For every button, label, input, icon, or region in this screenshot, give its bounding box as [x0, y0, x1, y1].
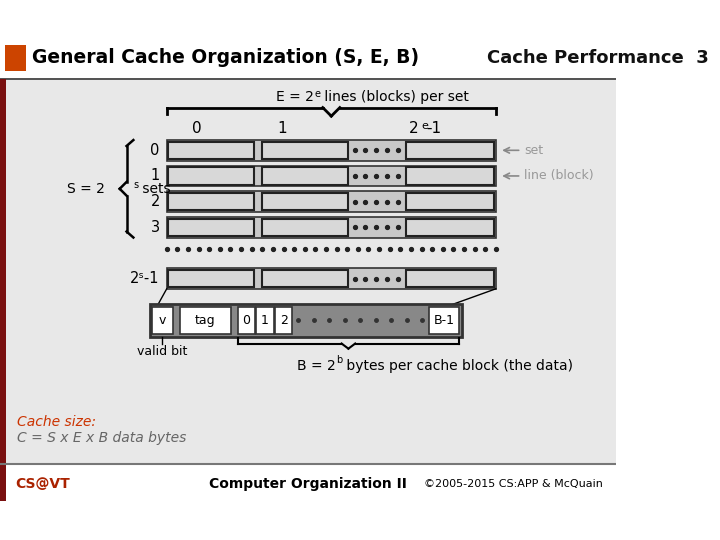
FancyBboxPatch shape — [167, 217, 496, 238]
FancyBboxPatch shape — [150, 304, 462, 336]
Text: Cache Performance  3: Cache Performance 3 — [487, 49, 709, 67]
FancyBboxPatch shape — [167, 140, 496, 160]
FancyBboxPatch shape — [168, 270, 254, 287]
Text: set: set — [524, 144, 543, 157]
FancyBboxPatch shape — [406, 270, 494, 287]
Text: B-1: B-1 — [433, 314, 454, 327]
Text: 0: 0 — [242, 314, 251, 327]
Text: CS@VT: CS@VT — [15, 477, 70, 491]
FancyBboxPatch shape — [263, 219, 348, 236]
FancyBboxPatch shape — [167, 191, 496, 212]
FancyBboxPatch shape — [0, 39, 616, 78]
FancyBboxPatch shape — [406, 167, 494, 185]
Text: 2: 2 — [280, 314, 288, 327]
Text: C = S x E x B data bytes: C = S x E x B data bytes — [17, 431, 186, 445]
FancyBboxPatch shape — [6, 79, 616, 464]
FancyBboxPatch shape — [0, 79, 6, 501]
Text: 2: 2 — [150, 194, 160, 209]
FancyBboxPatch shape — [167, 166, 496, 186]
Text: Computer Organization II: Computer Organization II — [209, 477, 407, 491]
FancyBboxPatch shape — [152, 307, 173, 334]
Text: tag: tag — [195, 314, 215, 327]
Text: sets: sets — [138, 182, 171, 196]
Text: bytes per cache block (the data): bytes per cache block (the data) — [341, 359, 572, 373]
FancyBboxPatch shape — [0, 78, 616, 80]
FancyBboxPatch shape — [263, 270, 348, 287]
FancyBboxPatch shape — [275, 307, 292, 334]
FancyBboxPatch shape — [263, 193, 348, 210]
Text: 1: 1 — [277, 122, 287, 137]
Text: b: b — [336, 355, 343, 366]
Text: General Cache Organization (S, E, B): General Cache Organization (S, E, B) — [32, 49, 420, 68]
Text: e: e — [314, 89, 320, 99]
Text: 3: 3 — [150, 220, 160, 235]
FancyBboxPatch shape — [168, 193, 254, 210]
Text: v: v — [158, 314, 166, 327]
FancyBboxPatch shape — [5, 45, 26, 71]
FancyBboxPatch shape — [263, 142, 348, 159]
Text: -1: -1 — [427, 122, 442, 137]
FancyBboxPatch shape — [0, 464, 616, 501]
Text: Cache size:: Cache size: — [17, 415, 96, 429]
FancyBboxPatch shape — [168, 167, 254, 185]
FancyBboxPatch shape — [263, 167, 348, 185]
Text: line (block): line (block) — [524, 170, 594, 183]
Text: 2: 2 — [409, 122, 418, 137]
Text: s: s — [133, 180, 138, 191]
FancyBboxPatch shape — [179, 307, 231, 334]
Text: S = 2: S = 2 — [67, 182, 105, 196]
FancyBboxPatch shape — [256, 307, 274, 334]
FancyBboxPatch shape — [168, 142, 254, 159]
Text: lines (blocks) per set: lines (blocks) per set — [320, 90, 469, 104]
Text: B = 2: B = 2 — [297, 359, 336, 373]
Text: 1: 1 — [261, 314, 269, 327]
Text: 0: 0 — [150, 143, 160, 158]
Text: valid bit: valid bit — [138, 345, 188, 358]
FancyBboxPatch shape — [168, 219, 254, 236]
Text: 2ˢ-1: 2ˢ-1 — [130, 271, 160, 286]
FancyBboxPatch shape — [429, 307, 459, 334]
Text: 1: 1 — [150, 168, 160, 184]
Text: ©2005-2015 CS:APP & McQuain: ©2005-2015 CS:APP & McQuain — [424, 479, 603, 489]
Text: E = 2: E = 2 — [276, 90, 314, 104]
Text: e: e — [421, 120, 428, 131]
FancyBboxPatch shape — [406, 142, 494, 159]
FancyBboxPatch shape — [406, 193, 494, 210]
FancyBboxPatch shape — [238, 307, 255, 334]
Text: 0: 0 — [192, 122, 202, 137]
FancyBboxPatch shape — [167, 268, 496, 289]
FancyBboxPatch shape — [406, 219, 494, 236]
